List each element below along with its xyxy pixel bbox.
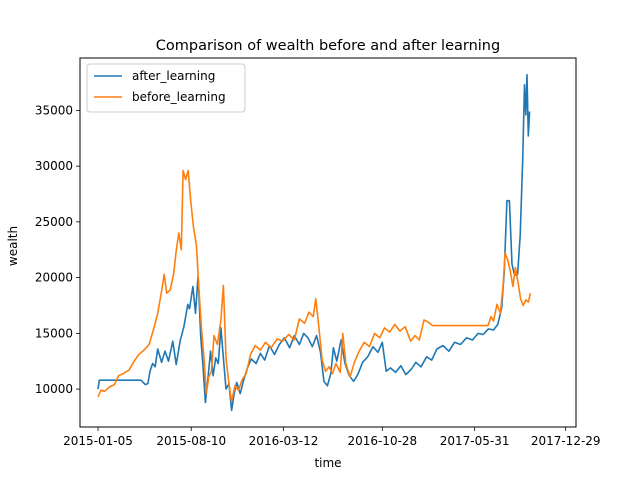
x-axis-label: time	[314, 456, 341, 470]
x-tick-label: 2015-01-05	[63, 434, 133, 448]
y-tick-label: 25000	[35, 215, 73, 229]
x-tick-label: 2015-08-10	[156, 434, 226, 448]
legend-label-after-learning: after_learning	[132, 69, 215, 83]
series-layer	[97, 73, 532, 412]
y-tick-label: 35000	[35, 103, 73, 117]
x-tick-label: 2017-12-29	[531, 434, 601, 448]
y-tick-label: 10000	[35, 382, 73, 396]
y-tick-label: 30000	[35, 159, 73, 173]
y-tick-label: 20000	[35, 271, 73, 285]
x-tick-label: 2016-03-12	[249, 434, 319, 448]
x-tick-label: 2016-10-28	[347, 434, 417, 448]
series-line-after-learning	[97, 73, 531, 412]
plot-area-frame	[79, 57, 577, 428]
chart-title: Comparison of wealth before and after le…	[156, 38, 500, 54]
legend-label-before-learning: before_learning	[132, 90, 226, 104]
y-axis-label: wealth	[6, 226, 20, 266]
x-tick-label: 2017-05-31	[440, 434, 510, 448]
series-line-before-learning	[97, 169, 532, 403]
legend: after_learning before_learning	[86, 63, 246, 113]
legend-box	[86, 63, 246, 113]
y-tick-label: 15000	[35, 326, 73, 340]
axis-ticks: 2015-01-05 2015-08-10 2016-03-12 2016-10-28…	[35, 103, 601, 448]
